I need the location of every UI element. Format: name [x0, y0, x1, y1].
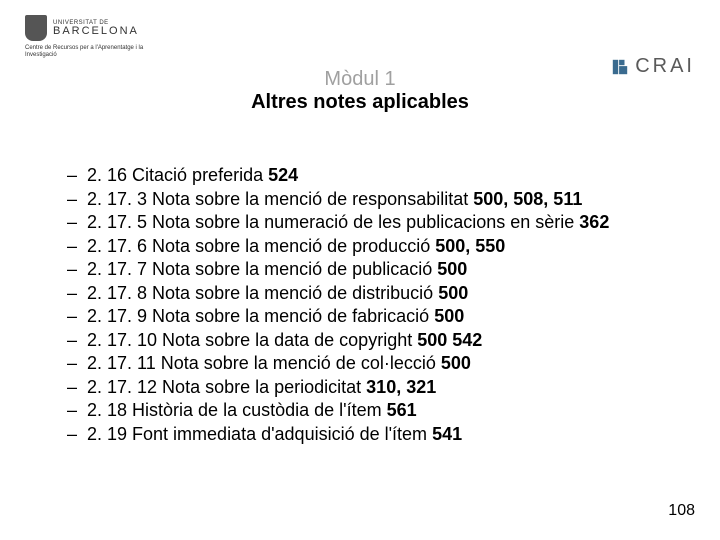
crai-text: CRAI — [635, 55, 695, 78]
list-item-bold: 500 — [437, 259, 467, 279]
ub-big: BARCELONA — [53, 26, 139, 37]
list-item: –2. 17. 9 Nota sobre la menció de fabric… — [55, 305, 665, 328]
crai-subtitle: Centre de Recursos per a l'Aprenentatge … — [25, 45, 145, 59]
slide-header: UNIVERSITAT DE BARCELONA Centre de Recur… — [0, 0, 720, 78]
list-item-bold: 500 — [438, 283, 468, 303]
list-item-bold: 310, 321 — [366, 377, 436, 397]
content-list: –2. 16 Citació preferida 524–2. 17. 3 No… — [0, 164, 720, 445]
crai-logo-block: CRAI — [611, 55, 695, 78]
list-item-text: 2. 18 Història de la custòdia de l'ítem … — [87, 399, 665, 422]
dash-icon: – — [55, 235, 87, 258]
list-item-bold: 500, 508, 511 — [473, 189, 582, 209]
list-item-text: 2. 17. 8 Nota sobre la menció de distrib… — [87, 282, 665, 305]
list-item: –2. 18 Història de la custòdia de l'ítem… — [55, 399, 665, 422]
list-item-bold: 362 — [579, 212, 609, 232]
list-item-text: 2. 17. 7 Nota sobre la menció de publica… — [87, 258, 665, 281]
list-item: –2. 17. 7 Nota sobre la menció de public… — [55, 258, 665, 281]
dash-icon: – — [55, 352, 87, 375]
dash-icon: – — [55, 282, 87, 305]
list-item: –2. 17. 11 Nota sobre la menció de col·l… — [55, 352, 665, 375]
list-item-text: 2. 17. 9 Nota sobre la menció de fabrica… — [87, 305, 665, 328]
list-item: –2. 17. 8 Nota sobre la menció de distri… — [55, 282, 665, 305]
dash-icon: – — [55, 164, 87, 187]
dash-icon: – — [55, 305, 87, 328]
ub-row: UNIVERSITAT DE BARCELONA — [25, 15, 145, 41]
crai-icon — [611, 58, 629, 76]
ub-crest-icon — [25, 15, 47, 41]
list-item: –2. 17. 6 Nota sobre la menció de produc… — [55, 235, 665, 258]
list-item: –2. 17. 3 Nota sobre la menció de respon… — [55, 188, 665, 211]
ub-text: UNIVERSITAT DE BARCELONA — [53, 20, 139, 37]
dash-icon: – — [55, 329, 87, 352]
list-item-text: 2. 17. 3 Nota sobre la menció de respons… — [87, 188, 665, 211]
subtitle-line: Altres notes aplicables — [0, 91, 720, 114]
list-item-text: 2. 17. 5 Nota sobre la numeració de les … — [87, 211, 665, 234]
dash-icon: – — [55, 376, 87, 399]
list-item-bold: 561 — [387, 400, 417, 420]
list-item-text: 2. 19 Font immediata d'adquisició de l'í… — [87, 423, 665, 446]
list-item-text: 2. 17. 6 Nota sobre la menció de producc… — [87, 235, 665, 258]
list-item-text: 2. 17. 10 Nota sobre la data de copyrigh… — [87, 329, 665, 352]
dash-icon: – — [55, 399, 87, 422]
list-item-bold: 500, 550 — [435, 236, 505, 256]
list-item-bold: 524 — [268, 165, 298, 185]
list-item: –2. 19 Font immediata d'adquisició de l'… — [55, 423, 665, 446]
list-item: –2. 17. 5 Nota sobre la numeració de les… — [55, 211, 665, 234]
dash-icon: – — [55, 188, 87, 211]
ub-logo-block: UNIVERSITAT DE BARCELONA Centre de Recur… — [25, 15, 145, 59]
list-item-bold: 500 — [441, 353, 471, 373]
list-item-text: 2. 17. 11 Nota sobre la menció de col·le… — [87, 352, 665, 375]
list-item-text: 2. 17. 12 Nota sobre la periodicitat 310… — [87, 376, 665, 399]
dash-icon: – — [55, 423, 87, 446]
dash-icon: – — [55, 211, 87, 234]
page-number: 108 — [668, 502, 695, 520]
list-item-bold: 500 — [434, 306, 464, 326]
list-item-bold: 500 542 — [417, 330, 482, 350]
list-item: –2. 17. 12 Nota sobre la periodicitat 31… — [55, 376, 665, 399]
list-item: –2. 17. 10 Nota sobre la data de copyrig… — [55, 329, 665, 352]
list-item-text: 2. 16 Citació preferida 524 — [87, 164, 665, 187]
list-item-bold: 541 — [432, 424, 462, 444]
list-item: –2. 16 Citació preferida 524 — [55, 164, 665, 187]
dash-icon: – — [55, 258, 87, 281]
